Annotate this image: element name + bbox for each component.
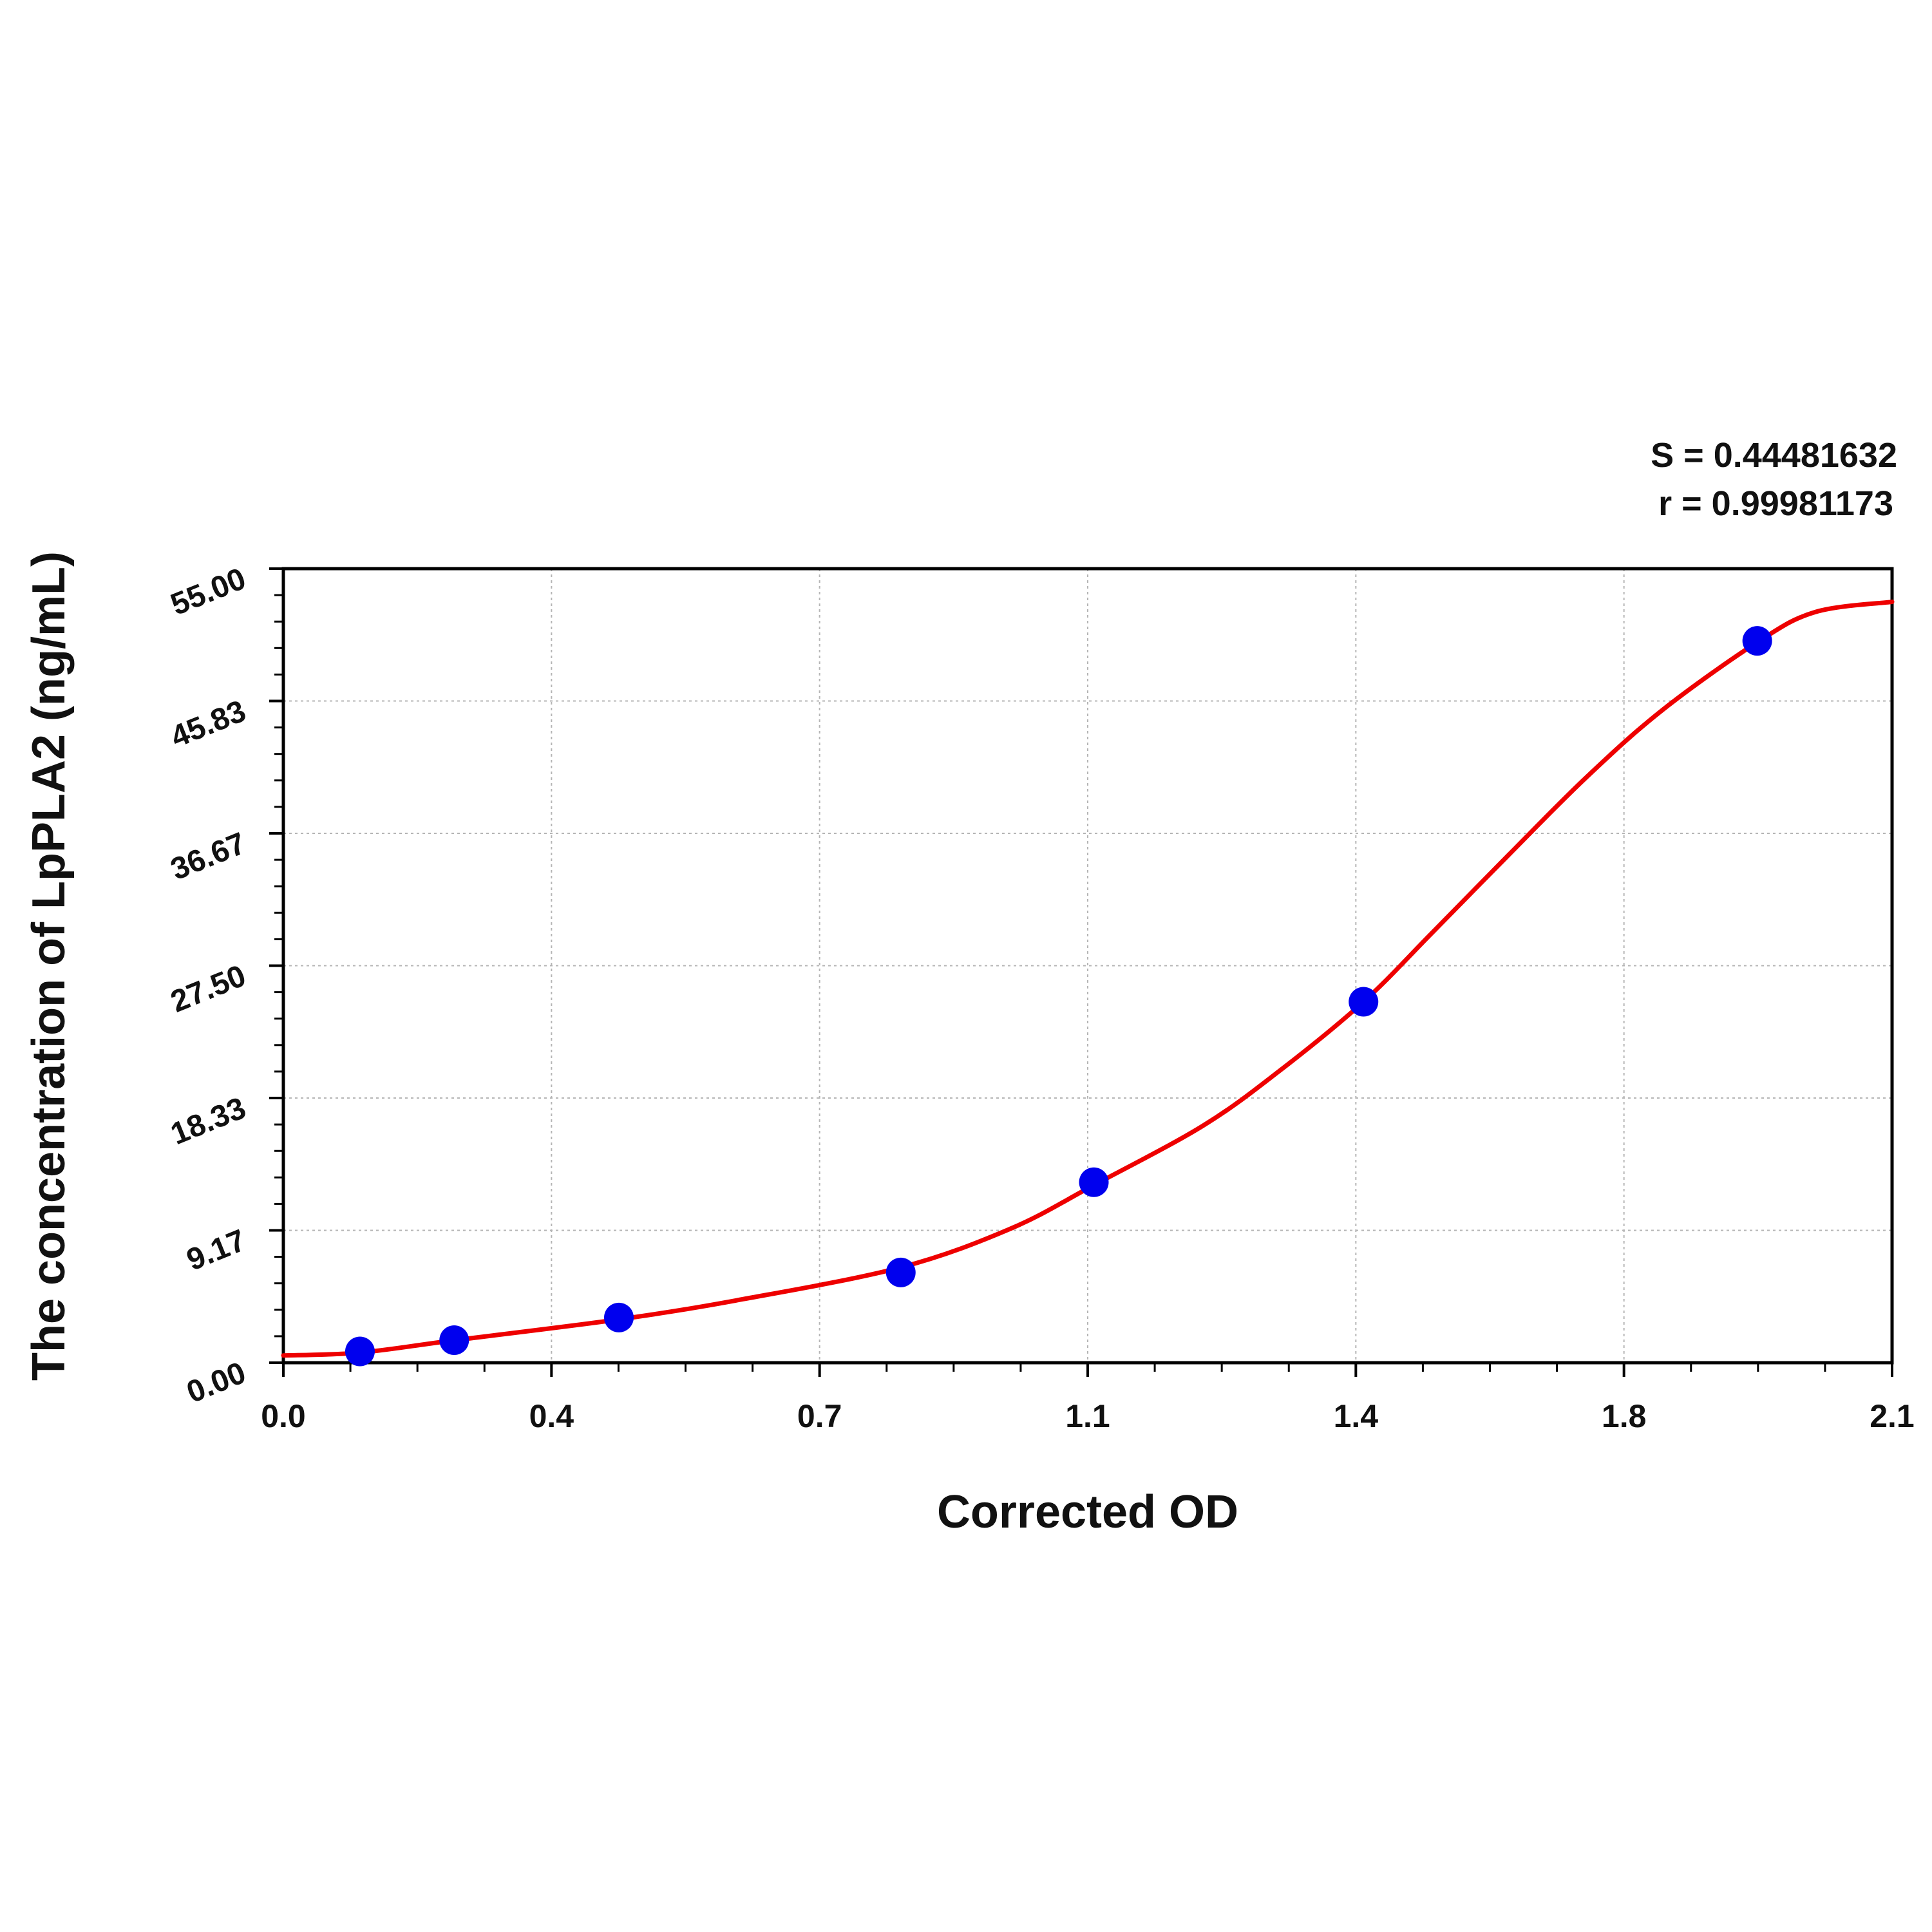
y-axis-title: The concentration of LpPLA2 (ng/mL) [23, 551, 75, 1381]
data-point [439, 1325, 469, 1356]
y-tick-label: 55.00 [166, 562, 251, 622]
y-tick-label: 9.17 [182, 1224, 251, 1278]
plot-frame [281, 567, 1894, 1365]
tick-labels: 0.0 0.4 0.7 1.1 1.4 1.8 2.1 0.00 9.17 18.33 27.50 3… [166, 562, 1915, 1434]
fit-r-value: r = 0.99981173 [1658, 484, 1893, 523]
data-point [886, 1257, 916, 1287]
y-tick-label: 45.83 [166, 694, 251, 755]
x-axis-title: Corrected OD [937, 1486, 1238, 1538]
fit-s-value: S = 0.44481632 [1651, 436, 1897, 475]
x-tick-label: 0.4 [529, 1398, 574, 1434]
x-tick-label: 1.4 [1334, 1398, 1379, 1434]
x-tick-label: 0.7 [797, 1398, 842, 1434]
axis-ticks [269, 567, 1893, 1377]
x-tick-label: 1.1 [1065, 1398, 1110, 1434]
data-points [345, 626, 1772, 1367]
y-tick-label: 0.00 [182, 1356, 251, 1410]
data-point [1742, 626, 1772, 656]
data-point [604, 1302, 634, 1332]
x-tick-label: 0.0 [261, 1398, 306, 1434]
fit-curve [281, 600, 1895, 1358]
data-point [345, 1336, 375, 1367]
y-tick-label: 18.33 [166, 1091, 251, 1151]
fit-curve-layer [281, 600, 1895, 1358]
x-tick-label: 1.8 [1602, 1398, 1647, 1434]
y-tick-label: 27.50 [166, 959, 251, 1019]
grid-lines [283, 569, 1892, 1363]
x-tick-label: 2.1 [1870, 1398, 1915, 1434]
data-point [1349, 987, 1379, 1017]
y-tick-label: 36.67 [166, 826, 251, 887]
data-point [1079, 1167, 1109, 1197]
